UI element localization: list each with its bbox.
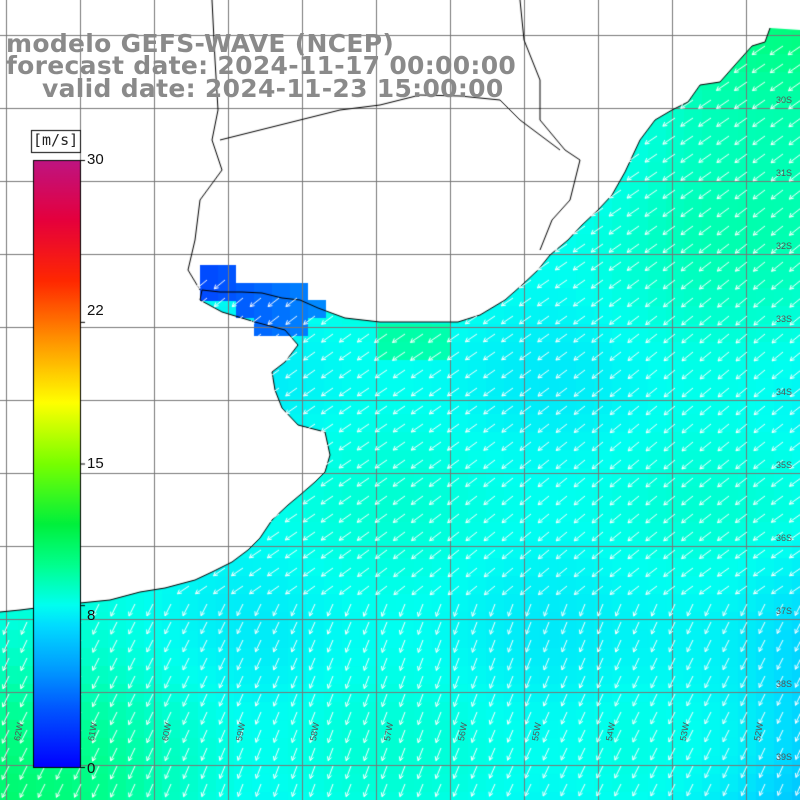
- colorbar-tick-30: 30: [87, 151, 104, 168]
- lat-label: 31S: [775, 168, 792, 178]
- lat-label: 38S: [775, 679, 792, 689]
- colorbar-tick-0: 0: [87, 760, 96, 777]
- lat-label: 33S: [775, 314, 792, 324]
- valid-date: valid date: 2024-11-23 15:00:00: [42, 74, 504, 103]
- lat-label: 39S: [775, 752, 792, 762]
- colorbar-tick-15: 15: [87, 455, 104, 472]
- colorbar-tick-22: 22: [87, 302, 104, 319]
- lat-label: 34S: [775, 387, 792, 397]
- forecast-date: forecast date: 2024-11-17 00:00:00: [6, 51, 517, 80]
- lat-label: 35S: [775, 460, 792, 470]
- lat-label: 32S: [775, 241, 792, 251]
- lat-label: 30S: [775, 95, 792, 105]
- lat-label: 37S: [775, 606, 792, 616]
- lat-label: 36S: [775, 533, 792, 543]
- colorbar-unit: [m/s]: [33, 131, 79, 149]
- model-title: modelo GEFS-WAVE (NCEP): [6, 29, 395, 58]
- colorbar-tick-8: 8: [87, 607, 96, 624]
